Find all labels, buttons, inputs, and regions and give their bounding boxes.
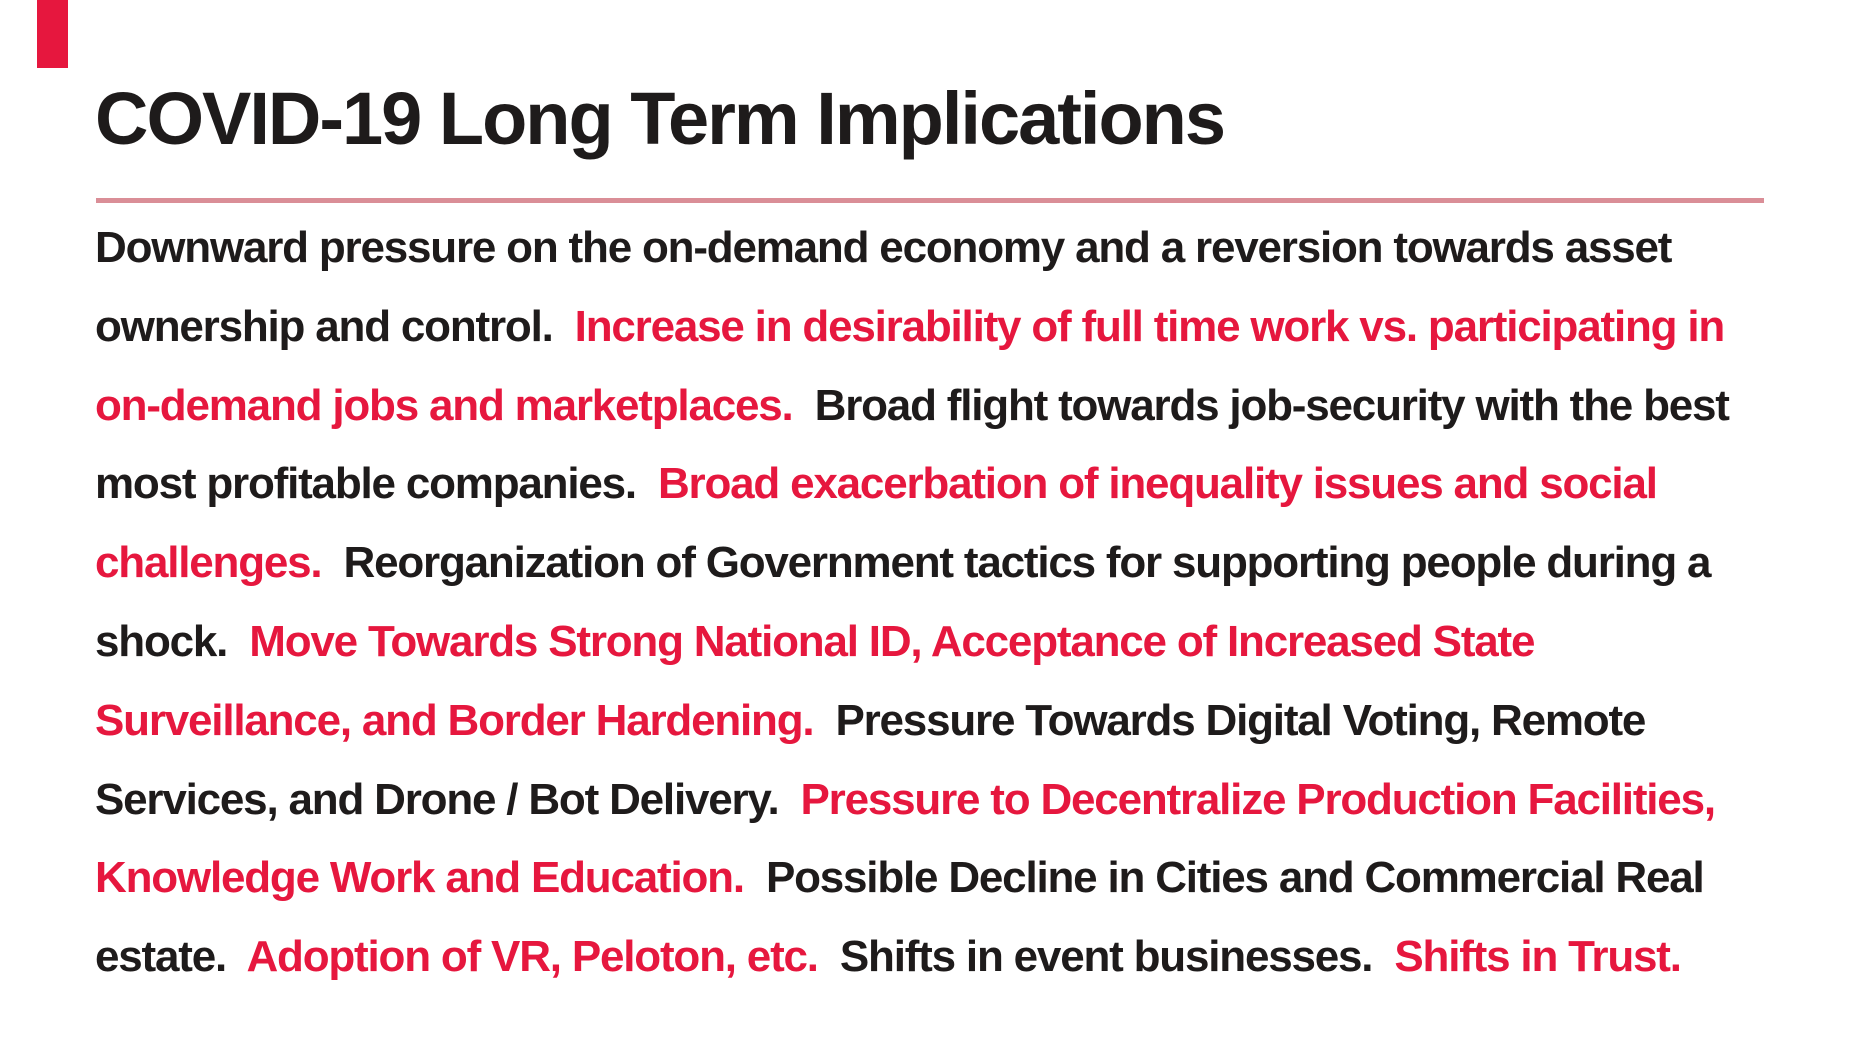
page-title: COVID-19 Long Term Implications (95, 77, 1226, 160)
implications-paragraph: Downward pressure on the on-demand econo… (95, 209, 1785, 997)
paragraph-segment: Shifts in event businesses. (839, 932, 1395, 982)
paragraph-segment: Reorganization of Government tactics for… (95, 538, 1722, 666)
title-divider-line (96, 198, 1764, 203)
paragraph-segment: Broad exacerbation of inequality issues … (95, 459, 1668, 588)
paragraph-segment: Pressure Towards Digital Voting, Remote … (95, 695, 1657, 824)
paragraph-segment: Move Towards Strong National ID, Accepta… (95, 616, 1546, 745)
paragraph-segment: Broad flight towards job-security with t… (95, 380, 1740, 509)
paragraph-segment: Adoption of VR, Peloton, etc. (246, 932, 840, 982)
paragraph-segment: Increase in desirability of full time wo… (95, 301, 1736, 430)
paragraph-segment: Shifts in Trust. (1394, 932, 1682, 982)
paragraph-segment: Possible Decline in Cities and Commercia… (95, 853, 1715, 982)
paragraph-segment: Downward pressure on the on-demand econo… (95, 223, 1683, 351)
paragraph-segment: Pressure to Decentralize Production Faci… (95, 774, 1726, 903)
top-left-accent-bar (37, 0, 68, 68)
